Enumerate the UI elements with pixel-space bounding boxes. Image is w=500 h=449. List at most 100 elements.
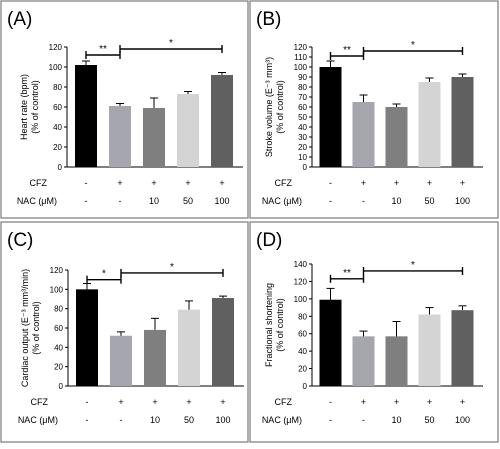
significance-label: * — [102, 269, 106, 280]
cfz-row-value: + — [186, 397, 191, 407]
cfz-row-label: CFZ — [30, 178, 48, 188]
y-tick-label: 60 — [298, 330, 307, 339]
y-tick-label: 20 — [54, 363, 63, 372]
bar — [144, 329, 166, 386]
y-tick-label: 20 — [298, 365, 307, 374]
panel-label: (C) — [7, 230, 33, 251]
y-axis-label-2: (% of control) — [275, 298, 285, 352]
cfz-row-label: CFZ — [275, 178, 293, 188]
bar — [418, 314, 441, 386]
cfz-row-value: + — [361, 178, 366, 188]
bar — [75, 65, 97, 167]
cfz-row-value: - — [329, 178, 332, 188]
panel-frame — [0, 0, 249, 219]
significance-label: * — [411, 40, 415, 51]
y-tick-label: 100 — [49, 63, 63, 72]
nac-row-value: 100 — [214, 196, 229, 206]
y-tick-label: 40 — [298, 347, 307, 356]
panel-label: (D) — [256, 230, 282, 251]
bar — [385, 107, 408, 167]
significance-label: ** — [99, 44, 107, 55]
y-tick-label: 100 — [50, 285, 64, 294]
panel-label: (A) — [7, 9, 32, 30]
y-axis-label: Stroke volume (E⁻³ mm³) — [264, 57, 274, 157]
y-tick-label: 90 — [298, 73, 307, 82]
panel-frame — [249, 0, 499, 219]
bar — [109, 106, 131, 167]
nac-row-value: 100 — [455, 415, 470, 425]
y-axis-label: Fractional shortening — [264, 283, 274, 367]
bar — [418, 82, 441, 167]
y-tick-label: 100 — [294, 295, 308, 304]
cfz-row-value: + — [151, 178, 156, 188]
y-tick-label: 120 — [50, 266, 64, 275]
bar — [319, 67, 342, 167]
bar — [76, 289, 98, 386]
y-tick-label: 80 — [53, 83, 62, 92]
bar — [177, 94, 199, 167]
panel-label: (B) — [256, 9, 281, 30]
significance-label: ** — [343, 45, 351, 56]
cfz-row-value: + — [185, 178, 190, 188]
y-tick-label: 100 — [294, 63, 308, 72]
cfz-row-value: + — [394, 397, 399, 407]
panel-frame — [249, 221, 499, 443]
nac-row-value: 50 — [183, 196, 193, 206]
bar — [178, 309, 200, 386]
cfz-row-value: - — [329, 397, 332, 407]
significance-label: * — [169, 38, 173, 49]
y-tick-label: 60 — [54, 324, 63, 333]
y-axis-label-2: (% of control) — [31, 301, 41, 355]
y-axis-label: Heart rate (bpm) — [19, 74, 29, 140]
cfz-row-value: + — [361, 397, 366, 407]
y-axis-label-2: (% of control) — [275, 80, 285, 134]
y-tick-label: 20 — [298, 143, 307, 152]
bar — [451, 310, 474, 386]
nac-row-label: NAC (μM) — [18, 415, 58, 425]
cfz-row-value: - — [86, 397, 89, 407]
nac-row-value: 10 — [391, 196, 401, 206]
y-tick-label: 30 — [298, 133, 307, 142]
bar — [385, 336, 408, 386]
cfz-row-value: + — [427, 178, 432, 188]
nac-row-value: 100 — [215, 415, 230, 425]
nac-row-value: - — [329, 196, 332, 206]
y-tick-label: 0 — [58, 163, 63, 172]
y-tick-label: 0 — [59, 382, 64, 391]
bar — [319, 299, 342, 386]
panel-2: (C) 0 20 40 60 80 100 120 Cardiac output (E⁻³ mm… — [0, 221, 249, 443]
y-tick-label: 120 — [294, 277, 308, 286]
bar — [451, 77, 474, 167]
y-axis-label-2: (% of control) — [30, 80, 40, 134]
y-tick-label: 20 — [53, 143, 62, 152]
y-tick-label: 110 — [294, 53, 307, 62]
panel-frame — [0, 221, 249, 443]
y-tick-label: 120 — [49, 43, 63, 52]
cfz-row-value: + — [460, 397, 465, 407]
y-tick-label: 0 — [303, 382, 308, 391]
bar — [352, 102, 375, 167]
y-tick-label: 60 — [298, 103, 307, 112]
nac-row-label: NAC (μM) — [262, 415, 302, 425]
cfz-row-value: + — [460, 178, 465, 188]
nac-row-value: 100 — [455, 196, 470, 206]
significance-label: * — [170, 262, 174, 273]
nac-row-value: - — [329, 415, 332, 425]
bar — [211, 75, 233, 167]
nac-row-value: 10 — [391, 415, 401, 425]
nac-row-value: - — [362, 196, 365, 206]
bar — [110, 335, 132, 386]
cfz-row-value: + — [427, 397, 432, 407]
y-axis-label: Cardiac output (E⁻³ mm³/min) — [20, 269, 30, 387]
nac-row-value: 10 — [150, 415, 160, 425]
y-tick-label: 0 — [303, 163, 308, 172]
y-tick-label: 60 — [53, 103, 62, 112]
cfz-row-value: + — [152, 397, 157, 407]
cfz-row-value: + — [117, 178, 122, 188]
panel-0: (A) 0 20 40 60 80 100 120 Heart rate (bpm) (% of … — [0, 0, 249, 219]
nac-row-value: 10 — [149, 196, 159, 206]
cfz-row-value: + — [219, 178, 224, 188]
